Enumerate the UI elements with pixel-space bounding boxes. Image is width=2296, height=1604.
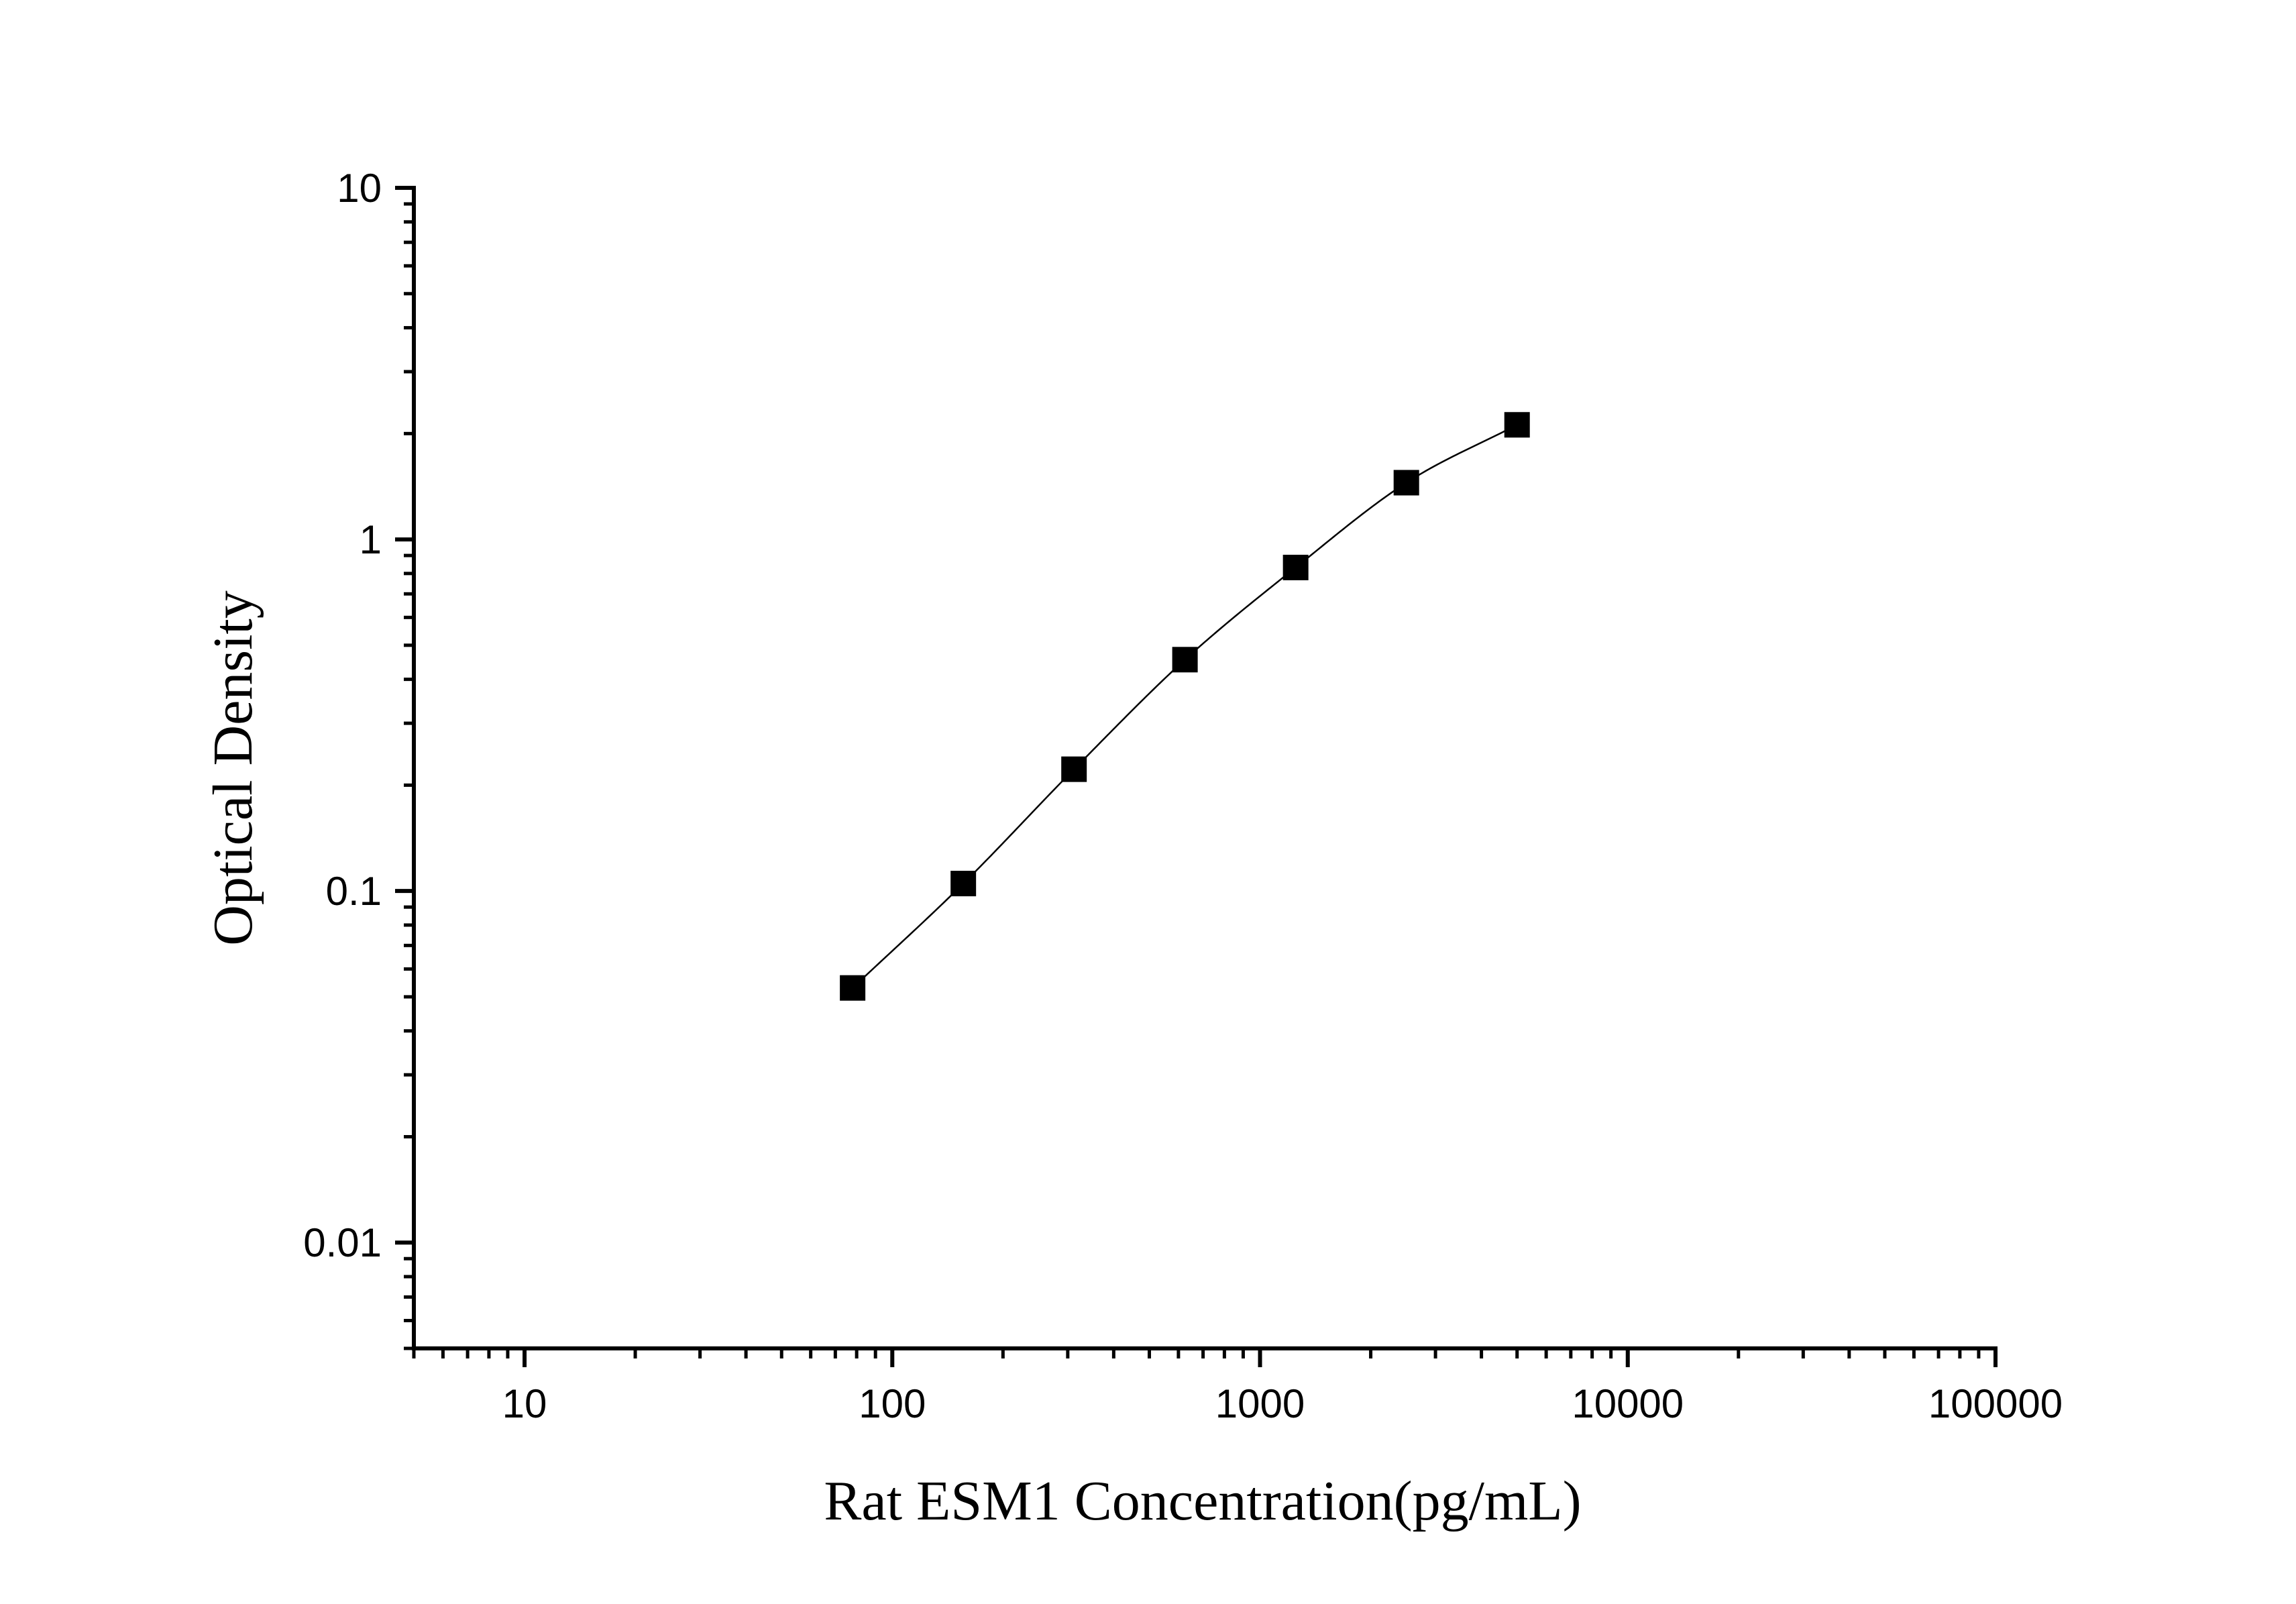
x-tick-label: 10 bbox=[502, 1381, 547, 1426]
y-tick-label: 1 bbox=[360, 517, 382, 562]
data-point bbox=[1172, 647, 1198, 673]
x-tick-label: 1000 bbox=[1215, 1381, 1305, 1426]
data-point bbox=[1393, 470, 1419, 496]
data-point bbox=[1504, 412, 1530, 438]
data-point bbox=[1061, 756, 1087, 782]
data-points bbox=[840, 412, 1530, 1001]
x-tick-label: 100 bbox=[859, 1381, 926, 1426]
tick-labels: 10 100 1000 10000 100000 0.01 0.1 1 10 bbox=[303, 166, 2063, 1426]
x-tick-label: 100000 bbox=[1928, 1381, 2063, 1426]
x-tick-label: 10000 bbox=[1572, 1381, 1684, 1426]
y-tick-label: 0.01 bbox=[303, 1220, 382, 1265]
data-point bbox=[950, 871, 977, 897]
y-tick-label: 10 bbox=[337, 166, 382, 211]
x-axis-title: Rat ESM1 Concentration(pg/mL) bbox=[824, 1470, 1581, 1532]
y-axis-title: Optical Density bbox=[202, 590, 264, 946]
data-point bbox=[840, 975, 866, 1001]
axes bbox=[395, 186, 1998, 1367]
y-tick-label: 0.1 bbox=[326, 869, 382, 914]
data-point bbox=[1282, 554, 1309, 580]
